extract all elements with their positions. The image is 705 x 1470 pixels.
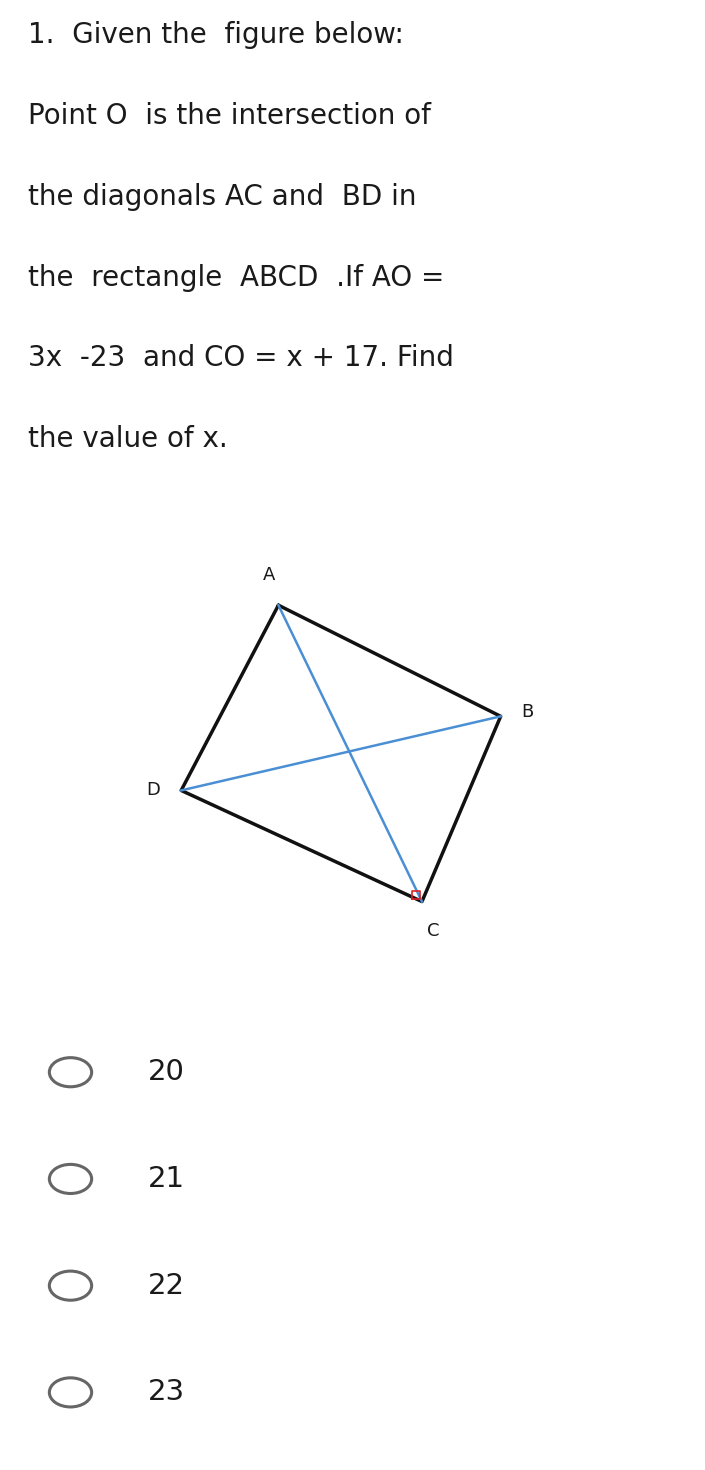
Text: B: B bbox=[522, 703, 534, 720]
Text: the value of x.: the value of x. bbox=[28, 425, 228, 453]
Text: A: A bbox=[263, 566, 276, 585]
Text: Point O  is the intersection of: Point O is the intersection of bbox=[28, 101, 431, 129]
Text: 23: 23 bbox=[148, 1379, 185, 1407]
Text: C: C bbox=[427, 922, 440, 941]
Text: the  rectangle  ABCD  .If AO =: the rectangle ABCD .If AO = bbox=[28, 263, 445, 291]
Text: 3x  -23  and CO = x + 17. Find: 3x -23 and CO = x + 17. Find bbox=[28, 344, 454, 372]
Text: the diagonals AC and  BD in: the diagonals AC and BD in bbox=[28, 182, 417, 210]
Text: 21: 21 bbox=[148, 1164, 185, 1194]
Text: 20: 20 bbox=[148, 1058, 185, 1086]
Text: 1.  Given the  figure below:: 1. Given the figure below: bbox=[28, 21, 404, 49]
Text: D: D bbox=[147, 782, 160, 800]
Text: 22: 22 bbox=[148, 1272, 185, 1299]
